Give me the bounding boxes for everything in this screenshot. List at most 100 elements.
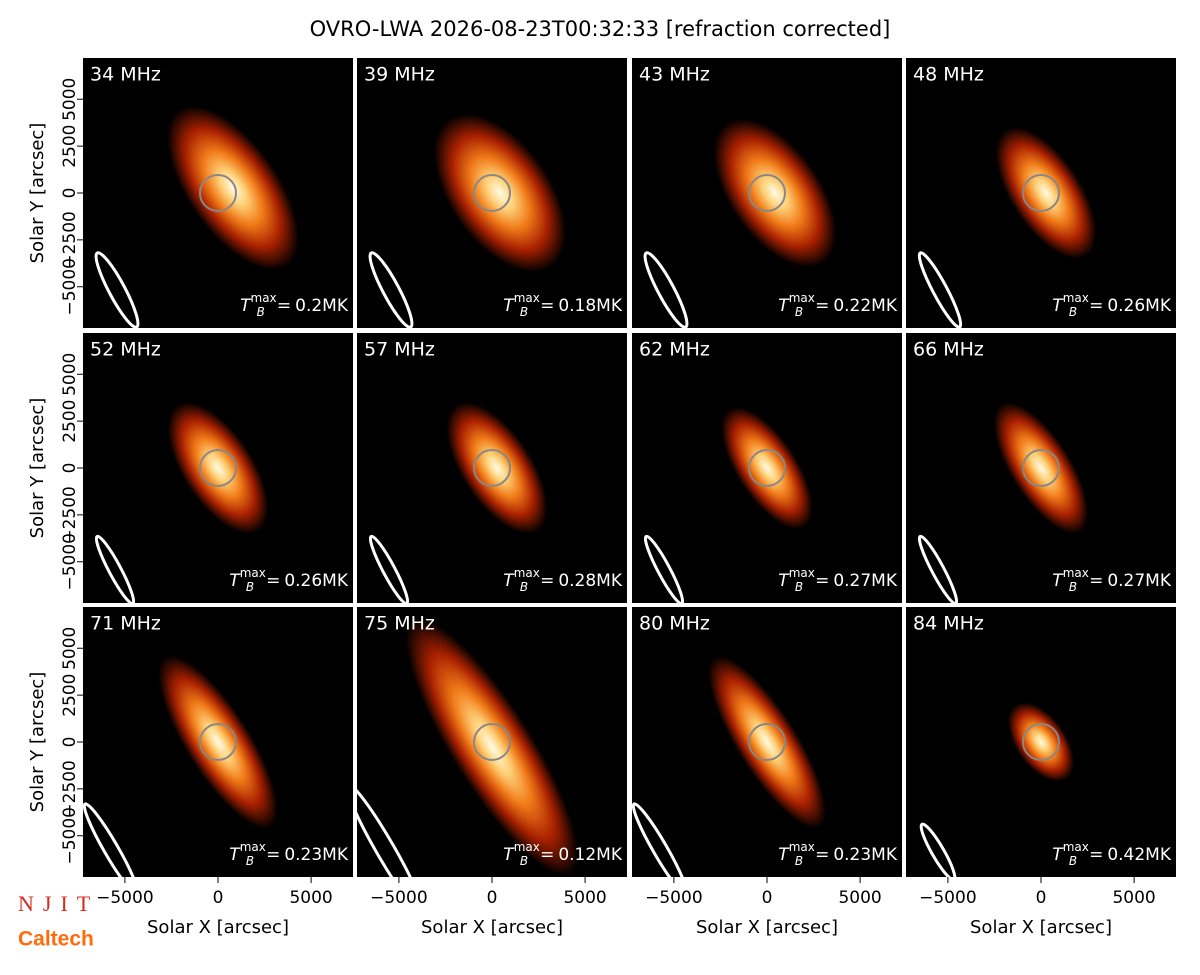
- y-tick-label: 5000: [60, 78, 80, 121]
- tb-max-label: Tmax B = 0.2MK: [240, 291, 349, 319]
- emission: [993, 402, 1089, 534]
- tb-value: 0.42MK: [1107, 845, 1172, 865]
- panel: [83, 607, 353, 877]
- tb-value: 0.18MK: [558, 296, 623, 316]
- tb-relation: =: [815, 571, 829, 591]
- tb-value: 0.23MK: [833, 845, 898, 865]
- tb-value: 0.27MK: [1107, 571, 1172, 591]
- solar-limb: [1022, 174, 1060, 212]
- tb-sup: max: [251, 291, 277, 305]
- solar-limb: [199, 174, 237, 212]
- solar-limb: [1022, 449, 1060, 487]
- solar-limb: [473, 174, 511, 212]
- tb-sub: B: [1069, 854, 1077, 868]
- tb-sub: B: [520, 580, 528, 594]
- tb-value: 0.27MK: [833, 571, 898, 591]
- tb-relation: =: [266, 845, 280, 865]
- emission: [713, 118, 837, 268]
- beam: [643, 534, 685, 603]
- frequency-label: 57 MHz: [364, 339, 435, 361]
- beam: [357, 782, 425, 877]
- y-tick-label: 5000: [60, 353, 80, 396]
- tb-symbol: T: [503, 296, 515, 316]
- emission: [158, 655, 278, 829]
- x-tick-label: 5000: [1112, 888, 1155, 908]
- tb-max-label: Tmax B = 0.18MK: [503, 291, 623, 319]
- tb-sup: max: [1063, 566, 1089, 580]
- frequency-label: 62 MHz: [639, 339, 710, 361]
- tb-max-label: Tmax B = 0.23MK: [778, 840, 898, 868]
- panel: [906, 333, 1176, 603]
- panel: [632, 333, 902, 603]
- x-tick-label: 0: [762, 888, 773, 908]
- x-tick-label: 5000: [838, 888, 881, 908]
- beam: [368, 534, 410, 603]
- y-tick-label: 0: [60, 463, 80, 474]
- chart-title: OVRO-LWA 2026-08-23T00:32:33 [refraction…: [310, 17, 891, 41]
- emission: [167, 106, 299, 270]
- y-tick-label: 0: [60, 188, 80, 199]
- tb-sub: B: [1069, 580, 1077, 594]
- tb-sup: max: [514, 840, 540, 854]
- tb-relation: =: [1089, 296, 1103, 316]
- panel: [83, 333, 353, 603]
- tb-relation: =: [1089, 571, 1103, 591]
- tb-sup: max: [789, 566, 815, 580]
- tb-sub: B: [257, 305, 265, 319]
- panel: [906, 607, 1176, 877]
- panel: [357, 333, 627, 603]
- solar-limb: [748, 174, 786, 212]
- x-tick-label: 0: [1036, 888, 1047, 908]
- panel: [83, 58, 353, 328]
- tb-symbol: T: [503, 571, 515, 591]
- tb-sub: B: [520, 305, 528, 319]
- y-tick-label: 5000: [60, 627, 80, 670]
- tb-symbol: T: [503, 845, 515, 865]
- beam: [632, 802, 689, 877]
- frequency-label: 34 MHz: [90, 64, 161, 86]
- x-tick-label: −5000: [96, 888, 154, 908]
- tb-sub: B: [520, 854, 528, 868]
- emission: [434, 113, 566, 273]
- panel: [906, 58, 1176, 328]
- solar-limb: [473, 449, 511, 487]
- panel: [632, 58, 902, 328]
- emission: [708, 655, 826, 829]
- tb-sub: B: [795, 305, 803, 319]
- x-axis-label: Solar X [arcsec]: [421, 917, 563, 938]
- x-tick-label: 5000: [289, 888, 332, 908]
- tb-symbol: T: [1052, 571, 1064, 591]
- emission: [446, 402, 548, 534]
- y-axis-label: Solar Y [arcsec]: [27, 123, 48, 264]
- tb-sup: max: [240, 566, 266, 580]
- x-tick-label: 0: [487, 888, 498, 908]
- emission: [995, 127, 1097, 259]
- y-tick-label: −2500: [60, 760, 80, 818]
- frequency-label: 66 MHz: [913, 339, 984, 361]
- tb-relation: =: [815, 296, 829, 316]
- tb-sup: max: [1063, 840, 1089, 854]
- tb-symbol: T: [229, 571, 241, 591]
- tb-relation: =: [540, 571, 554, 591]
- frequency-label: 43 MHz: [639, 64, 710, 86]
- tb-max-label: Tmax B = 0.22MK: [778, 291, 898, 319]
- y-tick-label: −5000: [60, 258, 80, 316]
- tb-symbol: T: [229, 845, 241, 865]
- tb-value: 0.28MK: [558, 571, 623, 591]
- tb-relation: =: [277, 296, 291, 316]
- tb-max-label: Tmax B = 0.28MK: [503, 566, 623, 594]
- tb-max-label: Tmax B = 0.12MK: [503, 840, 623, 868]
- tb-sub: B: [1069, 305, 1077, 319]
- y-axis-label: Solar Y [arcsec]: [27, 672, 48, 813]
- y-axis-label: Solar Y [arcsec]: [27, 398, 48, 539]
- tb-max-label: Tmax B = 0.27MK: [778, 566, 898, 594]
- tb-value: 0.26MK: [1107, 296, 1172, 316]
- logo-caltech: Caltech: [18, 928, 94, 951]
- tb-max-label: Tmax B = 0.26MK: [1052, 291, 1172, 319]
- frequency-label: 39 MHz: [364, 64, 435, 86]
- x-tick-label: −5000: [645, 888, 703, 908]
- tb-relation: =: [540, 296, 554, 316]
- tb-symbol: T: [240, 296, 252, 316]
